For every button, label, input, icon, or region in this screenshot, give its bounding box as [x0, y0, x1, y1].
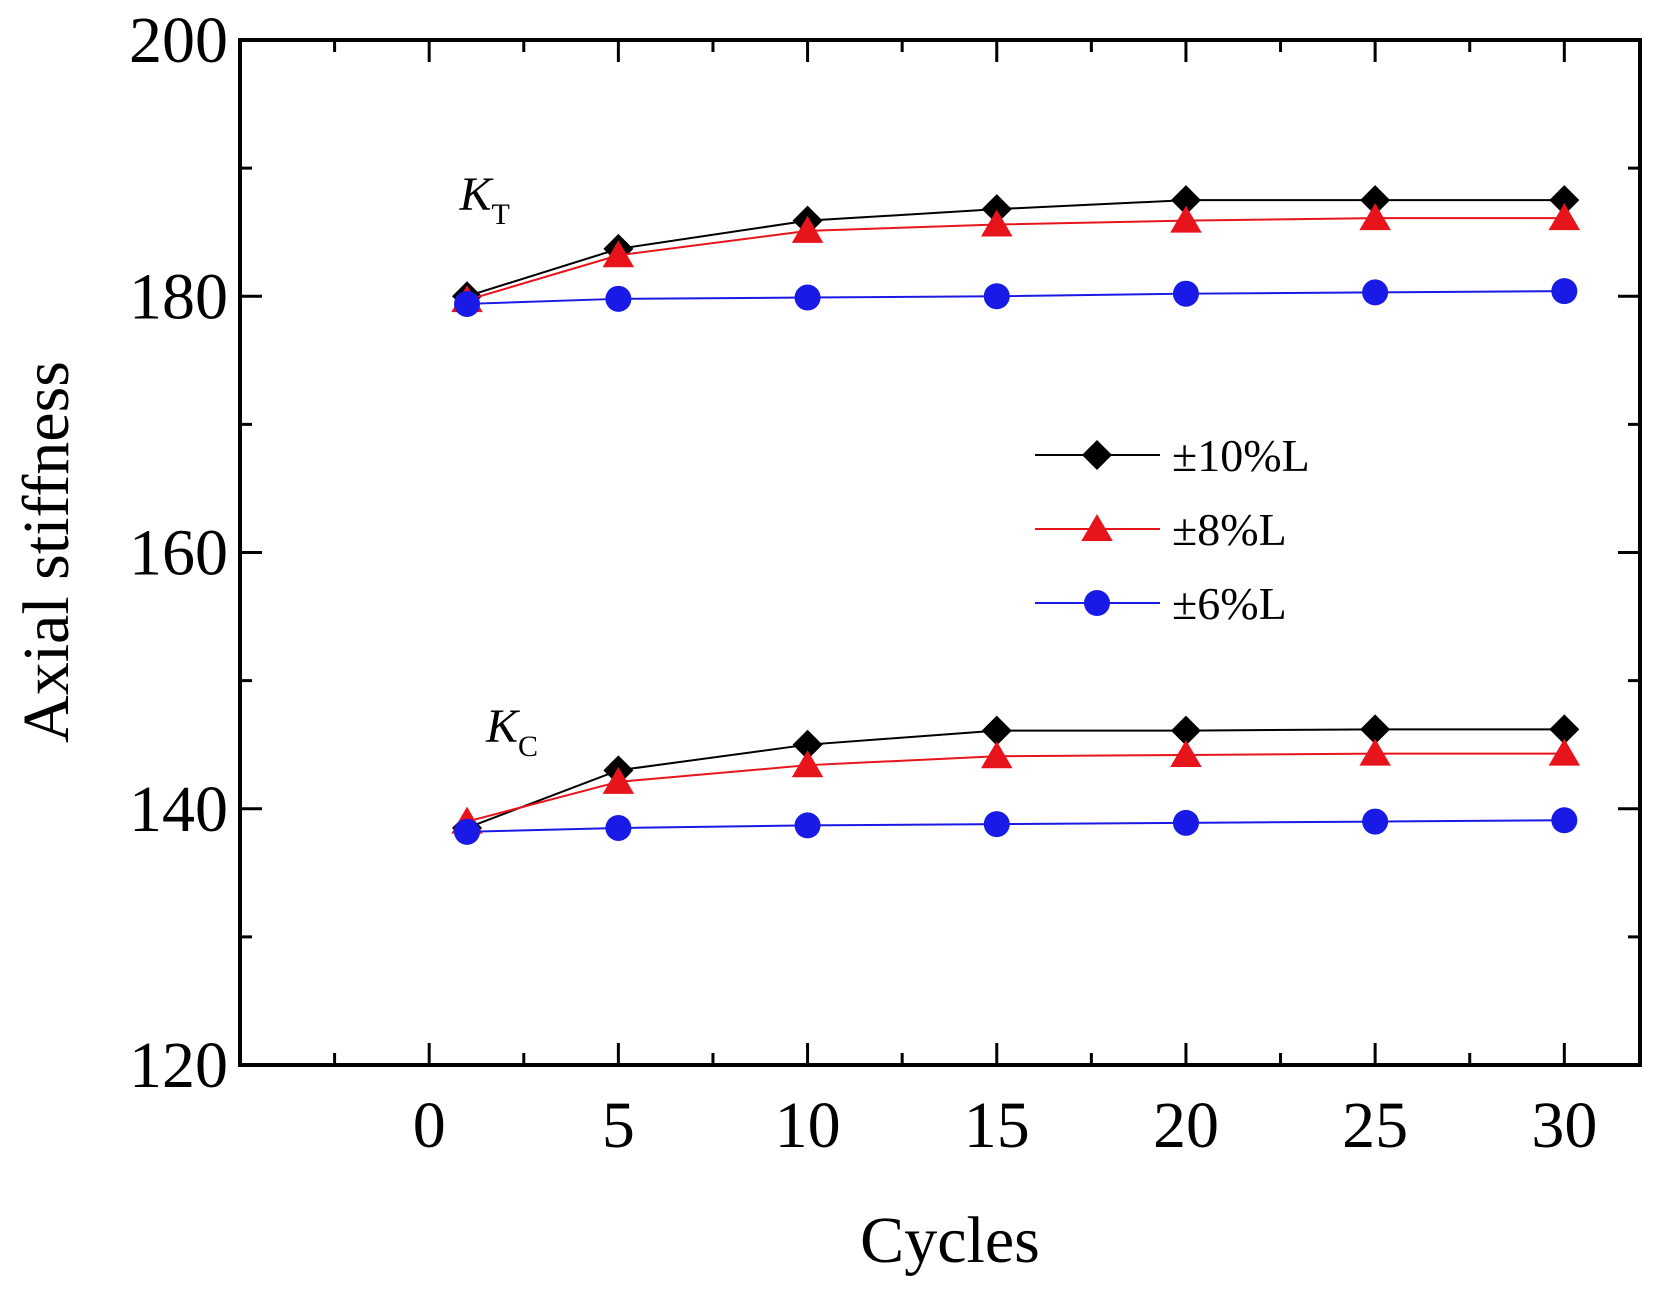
series-layer [451, 185, 1581, 845]
data-point [983, 811, 1010, 838]
group-label-C: KC [485, 700, 538, 763]
data-point [1170, 185, 1201, 216]
data-point [605, 285, 632, 312]
legend-label: ±8%L [1172, 504, 1287, 555]
x-tick-label: 20 [1153, 1089, 1219, 1162]
data-point [602, 766, 635, 794]
data-point [454, 290, 481, 317]
data-point [1551, 278, 1578, 305]
data-point [1170, 739, 1202, 767]
y-axis: 120 140 160 180 200 [129, 4, 1640, 1102]
data-point [1359, 203, 1391, 231]
group-label-main: K [458, 168, 494, 221]
series-KC-5 [454, 807, 1578, 845]
data-point [791, 215, 824, 243]
x-tick-label: 25 [1342, 1089, 1408, 1162]
group-label-T: KT [458, 168, 509, 231]
series-KC-3 [452, 714, 1580, 843]
data-point [1551, 807, 1578, 834]
data-point [1172, 809, 1199, 836]
data-point [792, 729, 823, 760]
data-point [1549, 185, 1580, 216]
data-point [1360, 185, 1391, 216]
data-point [1170, 205, 1202, 233]
data-point [794, 812, 821, 839]
data-point [1548, 203, 1581, 231]
x-tick-label: 0 [413, 1089, 446, 1162]
data-point [981, 715, 1012, 746]
x-tick-label: 10 [775, 1089, 841, 1162]
data-point [602, 240, 635, 268]
data-point [1172, 280, 1199, 307]
data-point [983, 283, 1010, 310]
data-point [1548, 738, 1581, 766]
data-point [981, 194, 1012, 225]
x-axis-title: Cycles [860, 1204, 1040, 1277]
x-tick-label: 15 [964, 1089, 1030, 1162]
series-KT-2 [454, 278, 1578, 317]
group-label-sub: T [491, 198, 509, 231]
legend-marker [1084, 590, 1110, 616]
legend-label: ±6%L [1172, 578, 1287, 629]
y-tick-label: 200 [129, 4, 228, 77]
legend-marker [1082, 440, 1112, 470]
data-point [1360, 714, 1391, 745]
legend-marker [1081, 514, 1113, 541]
data-point [981, 741, 1013, 769]
y-tick-label: 180 [129, 260, 228, 333]
legend-label: ±10%L [1172, 430, 1310, 481]
plot-area [238, 38, 1642, 1067]
data-point [605, 814, 632, 841]
legend: ±10%L ±8%L ±6%L [1035, 430, 1310, 629]
data-point [1549, 714, 1580, 745]
data-point [1362, 808, 1389, 835]
data-point [454, 818, 481, 845]
group-label-main: K [485, 700, 521, 753]
group-label-sub: C [518, 730, 538, 763]
data-point [1362, 279, 1389, 306]
data-point [1359, 738, 1391, 766]
y-tick-label: 160 [129, 517, 228, 590]
y-tick-label: 140 [129, 773, 228, 846]
y-axis-title: Axial stiffness [10, 361, 83, 743]
x-tick-label: 30 [1531, 1089, 1597, 1162]
data-point [794, 284, 821, 311]
data-point [981, 209, 1013, 237]
data-point [1170, 715, 1201, 746]
y-tick-label: 120 [129, 1029, 228, 1102]
x-axis: 0 5 10 15 20 25 30 [333, 40, 1597, 1162]
x-tick-label: 5 [602, 1089, 635, 1162]
data-point [791, 750, 824, 778]
